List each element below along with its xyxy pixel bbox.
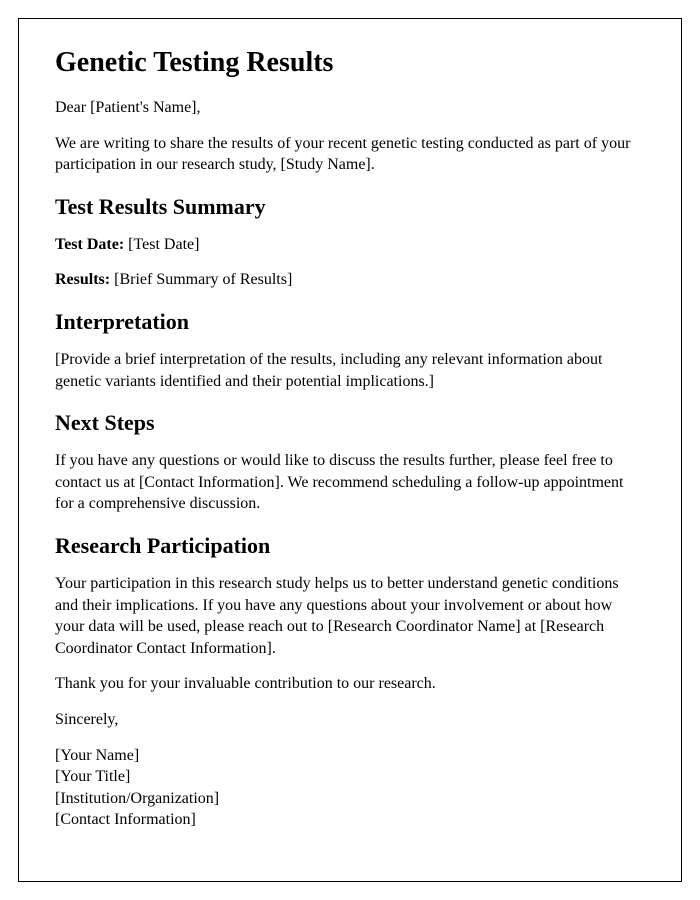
next-steps-body: If you have any questions or would like … <box>55 450 645 515</box>
signature-block: [Your Name] [Your Title] [Institution/Or… <box>55 745 645 831</box>
signature-title: [Your Title] <box>55 766 645 788</box>
interpretation-body: [Provide a brief interpretation of the r… <box>55 349 645 392</box>
test-date-row: Test Date: [Test Date] <box>55 234 645 256</box>
results-value: [Brief Summary of Results] <box>110 271 292 288</box>
signoff-line: Sincerely, <box>55 709 645 731</box>
intro-paragraph: We are writing to share the results of y… <box>55 133 645 176</box>
research-body: Your participation in this research stud… <box>55 573 645 659</box>
signature-institution: [Institution/Organization] <box>55 788 645 810</box>
greeting-line: Dear [Patient's Name], <box>55 97 645 119</box>
page-title: Genetic Testing Results <box>55 47 645 79</box>
research-heading: Research Participation <box>55 533 645 559</box>
test-date-value: [Test Date] <box>124 236 199 253</box>
signature-name: [Your Name] <box>55 745 645 767</box>
results-label: Results: <box>55 271 110 288</box>
thanks-line: Thank you for your invaluable contributi… <box>55 673 645 695</box>
document-frame: Genetic Testing Results Dear [Patient's … <box>18 18 682 882</box>
interpretation-heading: Interpretation <box>55 309 645 335</box>
signature-contact: [Contact Information] <box>55 809 645 831</box>
next-steps-heading: Next Steps <box>55 410 645 436</box>
summary-heading: Test Results Summary <box>55 194 645 220</box>
test-date-label: Test Date: <box>55 236 124 253</box>
results-row: Results: [Brief Summary of Results] <box>55 269 645 291</box>
